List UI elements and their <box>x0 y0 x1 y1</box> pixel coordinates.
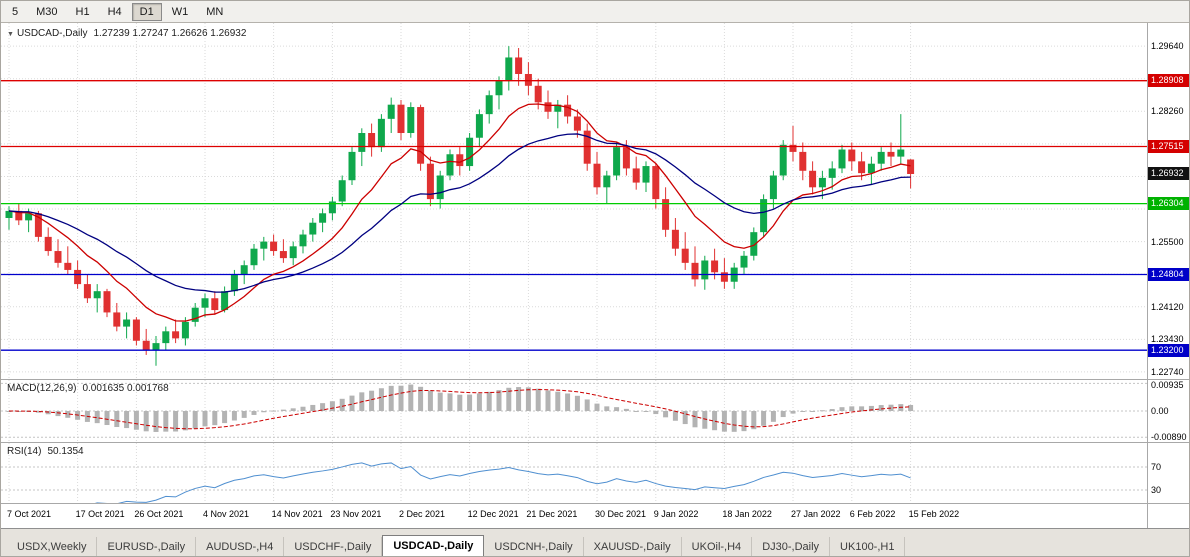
rsi-axis-label: 70 <box>1151 462 1162 472</box>
chart-tab-usdcad-daily[interactable]: USDCAD-,Daily <box>382 535 485 556</box>
timeframe-button-5[interactable]: 5 <box>12 5 19 18</box>
timeframe-button-mn[interactable]: MN <box>206 5 224 18</box>
chart-tab-bar: USDX,Weekly EURUSD-,Daily AUDUSD-,H4 USDCHF… <box>1 528 1189 556</box>
panel-separator <box>1 503 1189 504</box>
macd-canvas[interactable] <box>1 380 1147 442</box>
rsi-scale: 70 30 <box>1148 443 1189 503</box>
date-axis-label: 12 Dec 2021 <box>467 509 519 519</box>
rsi-panel[interactable]: RSI(14) 50.1354 <box>1 443 1147 503</box>
price-axis-label: 1.25500 <box>1151 236 1184 247</box>
ma-slow-line <box>8 133 911 293</box>
date-axis-label: 18 Jan 2022 <box>722 509 772 519</box>
timeframe-button-m30[interactable]: M30 <box>36 5 58 18</box>
price-axis-label: 1.29640 <box>1151 41 1184 52</box>
chart-ohlc-values: 1.27239 1.27247 1.26626 1.26932 <box>93 28 247 39</box>
macd-title: MACD(12,26,9) 0.001635 0.001768 <box>7 383 169 394</box>
date-axis-label: 23 Nov 2021 <box>330 509 382 519</box>
chart-tab-ukoil-h4[interactable]: UKOil-,H4 <box>682 537 753 556</box>
macd-signal-line <box>8 389 911 430</box>
date-axis-label: 27 Jan 2022 <box>791 509 841 519</box>
macd-axis-label: 0.00935 <box>1151 380 1184 390</box>
price-axis-label: 1.28260 <box>1151 106 1184 117</box>
chart-tab-dj30-daily[interactable]: DJ30-,Daily <box>752 537 831 556</box>
price-axis-label: 1.23430 <box>1151 334 1184 345</box>
price-axis-label: 1.24120 <box>1151 301 1184 312</box>
macd-label: MACD(12,26,9) <box>7 383 77 394</box>
rsi-title: RSI(14) 50.1354 <box>7 446 84 457</box>
chart-tab-audusd-h4[interactable]: AUDUSD-,H4 <box>196 537 285 556</box>
date-axis-label: 9 Jan 2022 <box>653 509 699 519</box>
collapse-chart-icon[interactable]: ▼ <box>7 31 14 38</box>
chart-tab-usdx-weekly[interactable]: USDX,Weekly <box>7 537 98 556</box>
rsi-value: 50.1354 <box>47 446 84 457</box>
chart-title: ▼ USDCAD-,Daily 1.27239 1.27247 1.26626 1.… <box>7 28 246 39</box>
date-axis-label: 15 Feb 2022 <box>908 509 960 519</box>
timeframe-button-h4[interactable]: H4 <box>107 5 122 18</box>
chart-tab-usdcnh-daily[interactable]: USDCNH-,Daily <box>484 537 584 556</box>
timeframe-button-d1[interactable]: D1 <box>131 2 162 21</box>
price-tag: 1.27515 <box>1148 139 1189 153</box>
candles-layer <box>5 46 915 366</box>
timeframe-toolbar: 5 M30 H1 H4 D1 W1 MN <box>1 1 1189 23</box>
price-tag: 1.26932 <box>1148 167 1189 181</box>
date-axis-label: 7 Oct 2021 <box>7 509 52 519</box>
date-axis-label: 14 Nov 2021 <box>271 509 323 519</box>
timeframe-button-w1[interactable]: W1 <box>171 5 189 18</box>
date-axis-label: 4 Nov 2021 <box>203 509 250 519</box>
scale-separator <box>1147 23 1148 528</box>
main-grid <box>1 23 1147 379</box>
date-axis-label: 6 Feb 2022 <box>849 509 896 519</box>
ma-fast-line <box>8 103 911 322</box>
rsi-canvas[interactable] <box>1 443 1147 503</box>
rsi-axis-label: 30 <box>1151 485 1162 495</box>
macd-axis-label: -0.00890 <box>1151 432 1187 442</box>
date-axis-label: 2 Dec 2021 <box>399 509 446 519</box>
price-tag: 1.28908 <box>1148 74 1189 88</box>
date-axis-label: 30 Dec 2021 <box>595 509 647 519</box>
date-axis-label: 21 Dec 2021 <box>526 509 578 519</box>
price-axis-label: 1.22740 <box>1151 366 1184 377</box>
timeframe-button-h1[interactable]: H1 <box>75 5 90 18</box>
panel-separator[interactable] <box>1 379 1189 380</box>
rsi-grid <box>1 443 1147 503</box>
chart-tab-xauusd-daily[interactable]: XAUUSD-,Daily <box>584 537 682 556</box>
rsi-line <box>94 462 911 503</box>
chart-symbol-label: USDCAD-,Daily <box>16 28 88 39</box>
macd-scale: 0.00935 0.00 -0.00890 <box>1148 380 1189 442</box>
chart-tab-eurusd-daily[interactable]: EURUSD-,Daily <box>97 537 197 556</box>
macd-histogram <box>6 384 914 432</box>
macd-values: 0.001635 0.001768 <box>82 383 169 394</box>
macd-grid <box>1 380 1147 442</box>
main-chart-canvas[interactable] <box>1 23 1147 379</box>
macd-axis-label: 0.00 <box>1151 406 1169 416</box>
macd-panel[interactable]: MACD(12,26,9) 0.001635 0.001768 <box>1 380 1147 442</box>
horizontal-levels <box>1 80 1147 351</box>
rsi-label: RSI(14) <box>7 446 42 457</box>
price-tag: 1.24804 <box>1148 267 1189 281</box>
date-axis: 7 Oct 2021 17 Oct 2021 26 Oct 2021 4 Nov 20… <box>1 504 1147 528</box>
panel-separator[interactable] <box>1 442 1189 443</box>
price-tag: 1.26304 <box>1148 197 1189 211</box>
price-scale: 1.29640 1.28260 1.25500 1.24120 1.23430 1.227… <box>1148 23 1189 379</box>
main-chart-panel[interactable]: ▼ USDCAD-,Daily 1.27239 1.27247 1.26626 1.… <box>1 23 1147 379</box>
chart-tab-uk100-h1[interactable]: UK100-,H1 <box>830 537 906 556</box>
chart-tab-usdchf-daily[interactable]: USDCHF-,Daily <box>284 537 383 556</box>
date-axis-label: 17 Oct 2021 <box>75 509 125 519</box>
date-axis-label: 26 Oct 2021 <box>134 509 184 519</box>
price-tag: 1.23200 <box>1148 343 1189 357</box>
